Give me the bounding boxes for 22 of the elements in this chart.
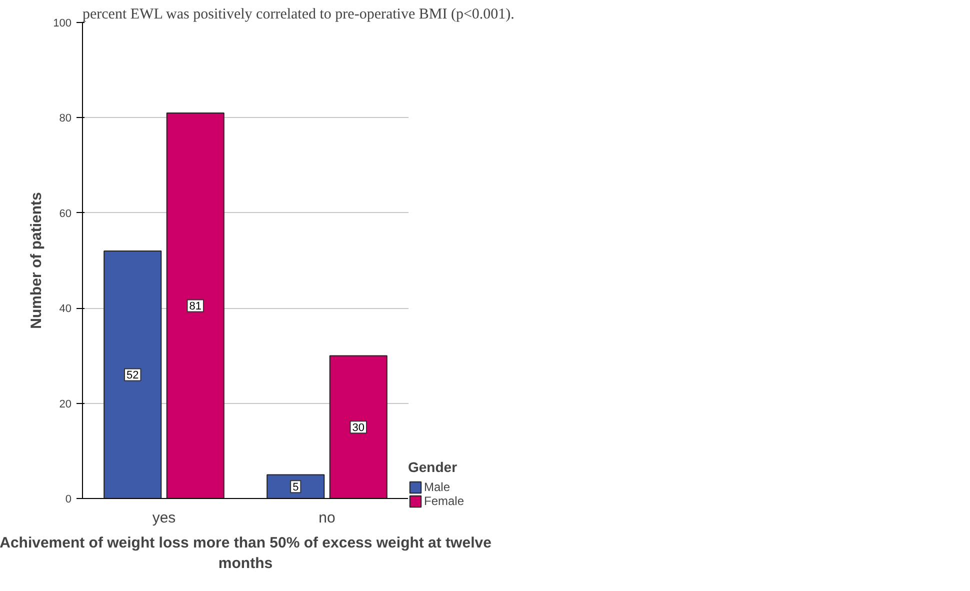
bar (166, 112, 224, 498)
bar (104, 250, 162, 498)
y-tick-label: 20 (59, 398, 72, 410)
y-tick-label: 100 (53, 18, 72, 30)
data-label: 30 (352, 422, 365, 434)
bar (266, 474, 325, 498)
x-tick-label: yes (152, 510, 176, 526)
data-label: 81 (189, 300, 202, 313)
data-label: 52 (126, 370, 139, 382)
y-tick-label: 80 (59, 112, 72, 125)
y-tick-label: 0 (65, 494, 72, 506)
y-axis-title: Number of patients (28, 192, 46, 329)
y-tick-label: 60 (59, 208, 72, 220)
legend-title: Gender (408, 459, 458, 475)
bar (329, 355, 388, 498)
legend-label: Male (424, 480, 450, 494)
x-tick-label: no (318, 510, 336, 526)
legend-label: Female (424, 494, 464, 508)
data-label: 5 (292, 482, 299, 494)
x-axis-title: Achivement of weight loss more than 50% of excess weight at twelve months (0, 534, 492, 572)
annotation: percent EWL was positively correlated to pre-operative BMI (p<0.001). (82, 6, 514, 22)
y-tick-label: 40 (59, 303, 72, 316)
